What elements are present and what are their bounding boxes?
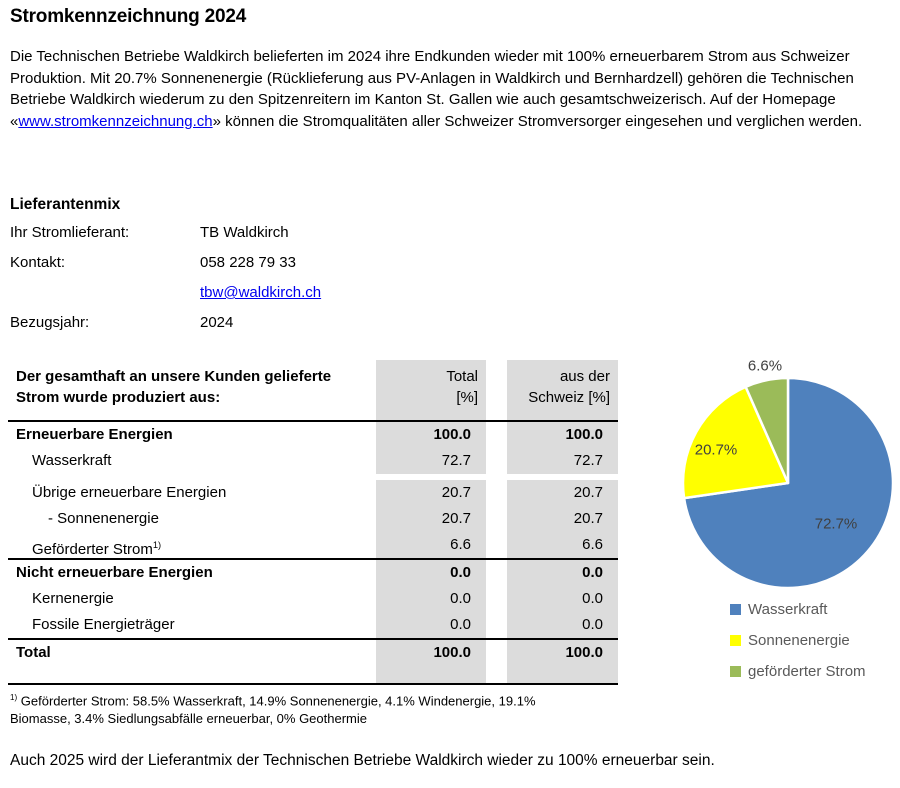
pie-chart-svg xyxy=(681,376,895,590)
row-label-erneuerbare: Erneuerbare Energien xyxy=(16,426,173,443)
row-schweiz-nicht-erneuerbare: 0.0 xyxy=(507,560,618,586)
row-label-wasserkraft: Wasserkraft xyxy=(32,452,112,469)
column-gap xyxy=(486,666,507,683)
legend-item-wasserkraft: Wasserkraft xyxy=(730,600,866,618)
row-total-nicht-erneuerbare: 0.0 xyxy=(376,560,486,586)
row-schweiz-total: 100.0 xyxy=(507,640,618,666)
pie-label-wasserkraft: 72.7% xyxy=(814,515,858,533)
column-gap xyxy=(486,480,507,506)
intro-text-after-link: » können die Stromqualitäten aller Schwe… xyxy=(212,112,863,130)
legend-label-wasserkraft: Wasserkraft xyxy=(748,600,828,618)
year-row: Bezugsjahr: 2024 xyxy=(10,313,430,343)
row-label-gefoerderter-strom: Geförderter Strom1) xyxy=(8,532,376,558)
table-header-schweiz: aus der Schweiz [%] xyxy=(507,360,618,420)
supplier-row: Ihr Stromlieferant: TB Waldkirch xyxy=(10,223,430,253)
footnote-marker: 1) xyxy=(10,693,18,702)
table-divider xyxy=(8,420,618,422)
header-total-line1: Total xyxy=(446,368,478,385)
closing-paragraph: Auch 2025 wird der Lieferantmix der Tech… xyxy=(10,752,715,769)
table-divider xyxy=(8,638,618,640)
row-label-kernenergie: Kernenergie xyxy=(32,590,114,607)
contact-phone: 058 228 79 33 xyxy=(200,254,296,271)
page-title: Stromkennzeichnung 2024 xyxy=(10,6,247,27)
row-label-fossile: Fossile Energieträger xyxy=(32,616,175,633)
row-total-kernenergie: 0.0 xyxy=(376,586,486,612)
row-label-uebrige: Übrige erneuerbare Energien xyxy=(32,484,227,501)
intro-text-before-link: Die Technischen Betriebe Waldkirch belie… xyxy=(10,48,854,130)
row-schweiz-kernenergie: 0.0 xyxy=(507,586,618,612)
footnote-marker: 1) xyxy=(152,540,162,550)
pie-slice-sonnenenergie xyxy=(681,385,790,500)
column-gap xyxy=(486,560,507,586)
table-bottom-pad xyxy=(507,666,618,683)
intro-paragraph: Die Technischen Betriebe Waldkirch belie… xyxy=(10,46,900,132)
column-gap xyxy=(486,586,507,612)
header-schweiz-line1: aus der xyxy=(559,368,610,385)
row-label-sonnenenergie: - Sonnenenergie xyxy=(48,510,159,527)
pie-label-gefoerderter-strom: 6.6% xyxy=(747,357,783,375)
header-total-line2: [%] xyxy=(456,389,478,406)
table-header-total: Total [%] xyxy=(376,360,486,420)
contact-row: Kontakt: 058 228 79 33 xyxy=(10,253,430,283)
legend-swatch-wasserkraft-icon xyxy=(730,603,741,615)
table-bottom-divider xyxy=(8,683,618,685)
row-total-uebrige: 20.7 xyxy=(376,480,486,506)
column-gap xyxy=(486,640,507,666)
supplier-heading: Lieferantenmix xyxy=(10,196,121,213)
email-label-spacer xyxy=(10,283,200,313)
legend-swatch-gefoerderter-strom-icon xyxy=(730,665,741,677)
year-value: 2024 xyxy=(200,314,234,331)
contact-label: Kontakt: xyxy=(10,254,66,271)
row-total-erneuerbare: 100.0 xyxy=(376,422,486,448)
energy-pie-chart: 6.6% 20.7% 72.7% Wasserkraft Sonnenenerg… xyxy=(650,342,900,692)
legend-item-gefoerderter-strom: geförderter Strom xyxy=(730,662,866,680)
stromkennzeichnung-link[interactable]: www.stromkennzeichnung.ch xyxy=(18,112,213,130)
supplier-value: TB Waldkirch xyxy=(200,224,289,241)
table-bottom-pad xyxy=(376,666,486,683)
email-row: tbw@waldkirch.ch xyxy=(10,283,430,313)
pie-legend: Wasserkraft Sonnenenergie geförderter St… xyxy=(730,600,866,680)
pie-slice-gef-rderter-strom xyxy=(744,376,790,485)
row-total-gefoerderter-strom: 6.6 xyxy=(376,532,486,558)
row-label-nicht-erneuerbare: Nicht erneuerbare Energien xyxy=(16,564,213,581)
row-schweiz-erneuerbare: 100.0 xyxy=(507,422,618,448)
table-divider xyxy=(8,558,618,560)
column-gap xyxy=(486,422,507,448)
row-total-fossile: 0.0 xyxy=(376,612,486,638)
legend-label-sonnenenergie: Sonnenenergie xyxy=(748,631,850,649)
column-gap xyxy=(486,448,507,474)
energy-mix-table: Der gesamthaft an unsere Kunden geliefer… xyxy=(8,360,618,685)
footnote-text: Geförderter Strom: 58.5% Wasserkraft, 14… xyxy=(10,693,536,727)
column-gap xyxy=(486,506,507,532)
row-total-total: 100.0 xyxy=(376,640,486,666)
row-schweiz-sonnenenergie: 20.7 xyxy=(507,506,618,532)
row-schweiz-uebrige: 20.7 xyxy=(507,480,618,506)
column-gap xyxy=(486,360,507,420)
row-total-wasserkraft: 72.7 xyxy=(376,448,486,474)
row-schweiz-fossile: 0.0 xyxy=(507,612,618,638)
table-row-gap xyxy=(8,474,618,480)
row-total-sonnenenergie: 20.7 xyxy=(376,506,486,532)
supplier-label: Ihr Stromlieferant: xyxy=(10,224,130,241)
table-header-label: Der gesamthaft an unsere Kunden geliefer… xyxy=(16,368,332,406)
legend-label-gefoerderter-strom: geförderter Strom xyxy=(748,662,866,680)
email-link[interactable]: tbw@waldkirch.ch xyxy=(200,284,322,301)
pie-label-sonnenenergie: 20.7% xyxy=(694,441,738,459)
legend-swatch-sonnenenergie-icon xyxy=(730,634,741,646)
column-gap xyxy=(486,532,507,558)
supplier-section: Lieferantenmix Ihr Stromlieferant: TB Wa… xyxy=(10,196,430,343)
row-label-total: Total xyxy=(16,644,51,661)
row-schweiz-wasserkraft: 72.7 xyxy=(507,448,618,474)
row-schweiz-gefoerderter-strom: 6.6 xyxy=(507,532,618,558)
gefoerderter-strom-text: Geförderter Strom xyxy=(32,541,153,558)
table-footnote: 1) Geförderter Strom: 58.5% Wasserkraft,… xyxy=(10,689,598,728)
column-gap xyxy=(486,612,507,638)
legend-item-sonnenenergie: Sonnenenergie xyxy=(730,631,866,649)
table-bottom-pad xyxy=(8,666,376,683)
year-label: Bezugsjahr: xyxy=(10,314,90,331)
header-schweiz-line2: Schweiz [%] xyxy=(528,389,610,406)
